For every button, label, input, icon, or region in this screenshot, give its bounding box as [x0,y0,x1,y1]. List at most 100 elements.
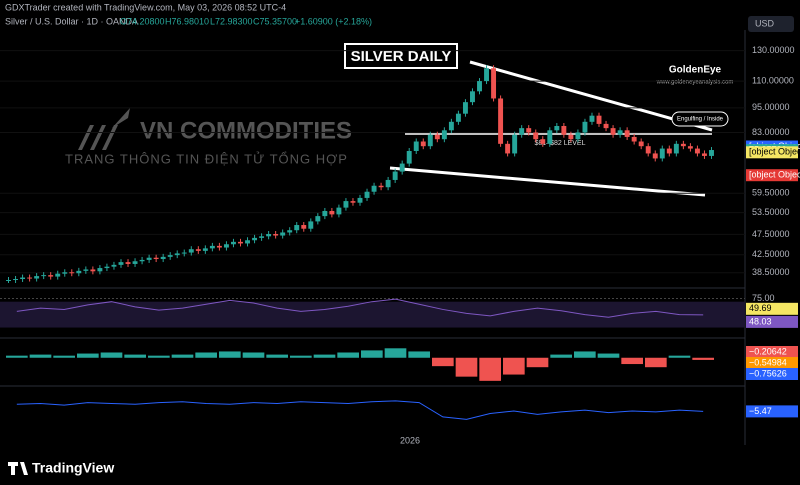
candle [357,197,363,203]
candle [427,134,433,147]
candle [90,269,96,272]
candle [245,240,250,244]
currency-box[interactable] [748,16,794,32]
candle [125,262,131,264]
candle [568,134,574,140]
candle [181,252,187,254]
y-tick-label: 53.50000 [752,207,790,217]
candle [694,148,700,154]
watermark-logo [78,108,130,150]
candle [48,275,54,277]
high: H76.98010 [165,16,209,26]
candle [631,136,637,142]
trendline-lower [389,166,706,197]
macd-bar [455,357,478,377]
macd-bar [100,352,123,358]
price-tag [746,169,798,182]
candle [188,249,194,253]
candle [603,123,609,129]
candle [680,143,686,147]
candle [385,179,391,188]
macd-bar [432,357,454,367]
price-tag [746,368,798,380]
candle [146,257,152,260]
candle [259,236,265,238]
candle [617,130,623,135]
candle [406,150,412,164]
macd-bar [290,355,312,358]
candle [673,143,679,154]
candle [519,128,525,135]
candle [470,91,475,103]
candle [709,150,714,156]
macd-bar [219,351,241,358]
macd-bar [479,357,501,381]
price-tag [746,302,798,315]
y-tick-label: 95.00000 [752,102,790,112]
candle [533,132,539,140]
candle [420,141,426,147]
currency[interactable]: USD [755,18,775,28]
candle [484,68,489,82]
candle [195,249,201,251]
watermark-sub: TRANG THÔNG TIN ĐIỆN TỬ TỔNG HỢP [65,151,348,166]
macd-bar [266,354,288,358]
rsi-line [16,298,704,318]
y-tick-label: 59.50000 [752,188,790,198]
candle [434,134,440,140]
candle [455,113,461,122]
candle [294,225,300,231]
candle [13,279,19,281]
macd-bar [526,357,549,368]
candle [223,244,229,248]
watermark-text: VN COMMODITIES [140,117,352,144]
candle [118,262,124,265]
candle [322,210,328,217]
candle [561,126,567,135]
candle [27,277,33,279]
candle [462,102,468,114]
macd-bar [408,351,430,358]
price-tag-label: −0.75626 [749,368,787,378]
candle [659,148,665,159]
macd-bar [384,348,407,358]
oscillator-line [16,400,704,420]
credit: GDXTrader created with TradingView.com, … [5,2,286,12]
candle [448,121,454,131]
close: C75.35700 [253,16,297,26]
candle [413,141,419,151]
macd-bar [503,357,525,375]
candle [160,256,166,260]
candle [477,81,482,92]
macd-bar [242,352,265,358]
candle [371,185,377,192]
candle [505,143,511,154]
candle [589,115,595,122]
candle [202,248,208,251]
title-box [344,43,458,69]
price-tag-label: −0.20642 [749,346,787,356]
price-tag-label: −0.54984 [749,357,787,367]
low: L72.98300 [210,16,253,26]
price-tag-label: [object Object] [749,147,800,157]
macd-bar [361,350,383,358]
y-tick-label: 110.00000 [752,75,794,85]
macd-bar [313,354,336,358]
y-tick-label: 38.50000 [752,267,790,277]
pattern-box [671,111,729,127]
candle [645,146,651,154]
macd-bar [621,357,643,365]
x-label: 2026 [400,435,420,445]
macd-bar [692,357,714,360]
candle [329,210,335,215]
candle [652,153,658,159]
candle [596,115,602,124]
candle [139,259,145,262]
candle [273,234,279,236]
candle [701,153,707,156]
candle [666,148,672,154]
price-tag-label: −5.47 [749,406,772,416]
price-tag-label: 49.69 [749,303,772,313]
candle [111,264,117,267]
